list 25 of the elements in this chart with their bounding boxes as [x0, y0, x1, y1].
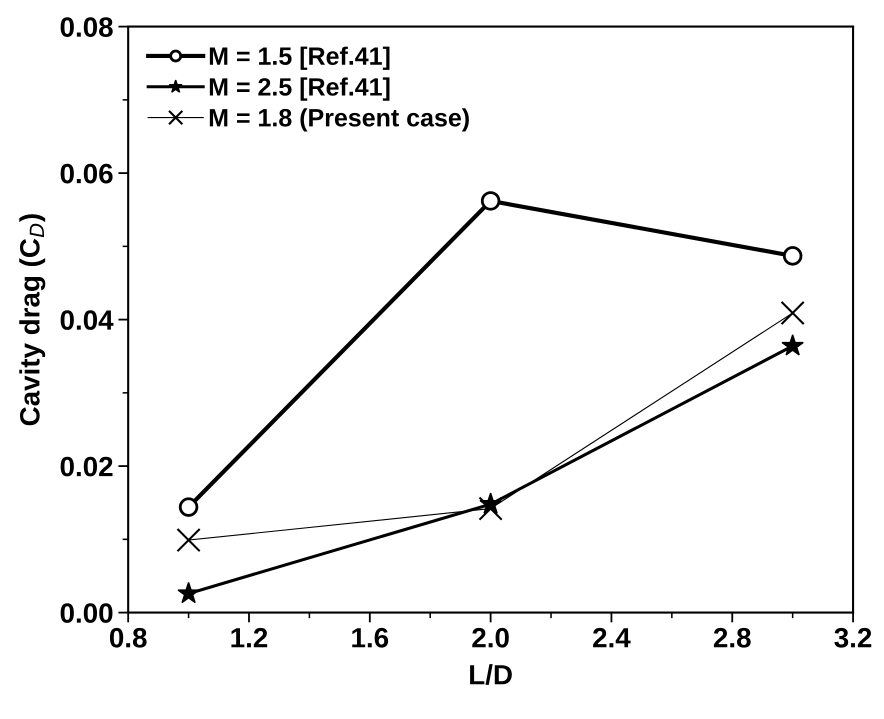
x-tick-label: 0.8: [110, 628, 147, 648]
legend-label: M = 1.5 [Ref.41]: [210, 46, 390, 70]
y-axis-title: Cavity drag (C$_{D}$): [19, 214, 46, 426]
y-tick-label: 0.02: [60, 456, 112, 476]
y-tick-label: 0.04: [60, 310, 114, 330]
point: [478, 496, 503, 521]
point: [780, 300, 805, 326]
y-tick-label: 0.00: [60, 603, 112, 623]
y-tick-label: 0.08: [60, 17, 113, 37]
x-tick-label: 1.6: [352, 628, 388, 648]
point: [782, 246, 802, 266]
x-tick-label: 2.4: [593, 628, 631, 648]
x-tick-label: 3.2: [834, 628, 872, 648]
legend-label: M = 1.8 (Present case): [210, 108, 469, 132]
x-tick-label: 1.2: [231, 628, 268, 648]
x-tick-label: 2.0: [472, 628, 509, 648]
point: [178, 497, 198, 517]
x-axis-title: L/D: [470, 664, 512, 685]
y-tick-label: 0.06: [60, 164, 113, 184]
point: [480, 191, 500, 211]
point: [781, 334, 804, 356]
point: [177, 582, 200, 604]
x-tick-label: 2.8: [714, 628, 751, 648]
legend-label: M = 2.5 [Ref.41]: [210, 77, 390, 101]
point: [176, 528, 201, 552]
